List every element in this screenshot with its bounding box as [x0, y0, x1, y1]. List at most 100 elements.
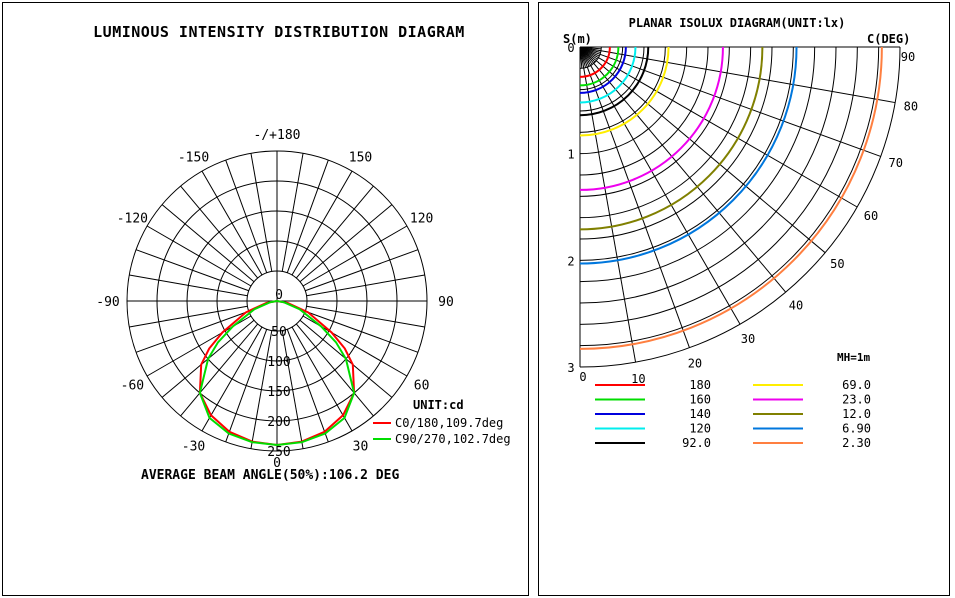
legend-value: 69.0 [842, 378, 871, 392]
grid-spoke [599, 53, 881, 157]
angle-tick-label: 120 [410, 212, 433, 227]
grid-spoke [225, 329, 268, 443]
grid-spoke [299, 204, 393, 283]
s-tick-label: 3 [567, 361, 574, 375]
grid-spoke [129, 274, 248, 297]
radial-tick-label: 100 [267, 355, 290, 370]
grid-spoke [305, 310, 419, 353]
c-tick-label: 60 [864, 209, 878, 223]
grid-spoke [596, 60, 826, 254]
radial-tick-label: 150 [267, 385, 290, 400]
isolux-contour [579, 46, 798, 265]
c-tick-label: 0 [579, 370, 586, 384]
grid-spoke [295, 323, 374, 417]
c-axis-label: C(DEG) [867, 32, 910, 46]
angle-tick-label: -/+180 [254, 128, 301, 143]
grid-ring [579, 46, 816, 283]
grid-spoke [250, 330, 273, 449]
grid-ring [579, 46, 880, 347]
grid-ring [579, 46, 858, 325]
isolux-contour [579, 46, 627, 94]
s-tick-label: 2 [567, 254, 574, 268]
radial-tick-label: 250 [267, 445, 290, 460]
legend-label: C90/270,102.7deg [395, 432, 511, 446]
grid-spoke [306, 274, 425, 297]
legend-value: 6.90 [842, 422, 871, 436]
isolux-contour [579, 46, 764, 231]
isolux-contour [579, 46, 670, 137]
grid-spoke [306, 305, 425, 328]
c-tick-label: 50 [830, 257, 844, 271]
radial-tick-label: 200 [267, 415, 290, 430]
c-tick-label: 30 [741, 332, 755, 346]
s-tick-label: 0 [567, 41, 574, 55]
legend-value: 12.0 [842, 407, 871, 421]
grid-spoke [286, 159, 329, 273]
grid-spoke [286, 329, 329, 443]
grid-spoke [291, 170, 353, 276]
beam-angle-text: AVERAGE BEAM ANGLE(50%):106.2 DEG [141, 468, 399, 483]
luminous-intensity-chart: LUMINOUS INTENSITY DISTRIBUTION DIAGRAM -… [93, 23, 511, 483]
grid-spoke [281, 330, 304, 449]
grid-spoke [590, 65, 741, 325]
grid-spoke [180, 323, 259, 417]
legend-value: 92.0 [682, 436, 711, 450]
grid-spoke [302, 225, 408, 287]
angle-tick-label: 0 [273, 456, 281, 471]
grid-spoke [583, 67, 637, 363]
grid-spoke [135, 310, 249, 353]
s-axis-label: S(m) [563, 32, 592, 46]
grid-spoke [201, 170, 263, 276]
grid-spoke [135, 249, 249, 292]
grid-ring [579, 46, 773, 240]
c-tick-label: 70 [889, 156, 903, 170]
grid-spoke [250, 153, 273, 272]
isolux-contour [579, 46, 637, 104]
grid-spoke [291, 326, 353, 432]
planar-isolux-panel: PLANAR ISOLUX DIAGRAM(UNIT:lx) S(m) C(DEG)… [538, 2, 950, 596]
mounting-height-label: MH=1m [837, 351, 870, 364]
c-tick-label: 40 [789, 298, 803, 312]
grid-spoke [281, 153, 304, 272]
grid-spoke [146, 225, 252, 287]
luminous-intensity-panel: LUMINOUS INTENSITY DISTRIBUTION DIAGRAM -… [2, 2, 529, 596]
grid-ring [579, 46, 752, 219]
legend-value: 140 [689, 407, 711, 421]
grid-ring [579, 46, 901, 368]
grid-spoke [600, 50, 896, 104]
grid-spoke [295, 185, 374, 279]
angle-tick-label: -90 [96, 295, 119, 310]
angle-tick-label: 30 [353, 440, 369, 455]
chart-title: PLANAR ISOLUX DIAGRAM(UNIT:lx) [629, 16, 846, 30]
grid-ring [579, 46, 730, 197]
legend-value: 2.30 [842, 436, 871, 450]
unit-label: UNIT:cd [413, 398, 464, 412]
grid-spoke [161, 204, 255, 283]
isolux-contour [579, 46, 650, 117]
grid-spoke [225, 159, 268, 273]
isolux-contour [579, 46, 620, 87]
grid-spoke [593, 63, 787, 293]
isolux-contour [579, 46, 724, 191]
chart-title: LUMINOUS INTENSITY DISTRIBUTION DIAGRAM [93, 23, 465, 41]
grid-ring [579, 46, 645, 112]
c-tick-label: 10 [631, 372, 645, 386]
isolux-contour [579, 46, 611, 78]
c-tick-label: 20 [688, 357, 702, 371]
angle-tick-label: -30 [182, 440, 205, 455]
legend-value: 120 [689, 422, 711, 436]
c-tick-label: 80 [904, 99, 918, 113]
isolux-contour [579, 46, 883, 350]
angle-tick-label: 60 [414, 379, 430, 394]
grid-ring [579, 46, 837, 304]
legend-value: 160 [689, 393, 711, 407]
legend-label: C0/180,109.7deg [395, 416, 503, 430]
grid-spoke [201, 326, 263, 432]
angle-tick-label: 90 [438, 295, 454, 310]
planar-isolux-chart: PLANAR ISOLUX DIAGRAM(UNIT:lx) S(m) C(DEG)… [563, 16, 918, 450]
grid-ring [579, 46, 794, 261]
angle-tick-label: -60 [121, 379, 144, 394]
grid-spoke [598, 57, 858, 208]
intensity-curve-c90-270 [198, 299, 356, 447]
angle-tick-label: -150 [178, 150, 209, 165]
